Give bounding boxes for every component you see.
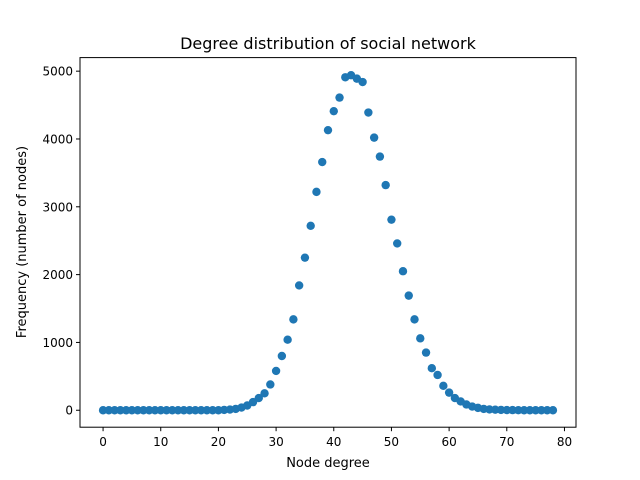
data-point — [427, 363, 437, 373]
data-point — [283, 335, 292, 344]
data-point — [260, 389, 269, 398]
data-point — [525, 406, 535, 415]
data-point — [300, 253, 310, 262]
x-tick-label: 50 — [384, 435, 399, 449]
data-point — [196, 406, 206, 415]
data-point — [150, 406, 160, 415]
data-point — [145, 406, 154, 415]
data-point — [433, 370, 442, 380]
data-point — [121, 406, 131, 415]
data-point — [104, 406, 114, 415]
data-point — [542, 406, 552, 415]
points-layer — [98, 71, 558, 415]
data-point — [289, 315, 298, 324]
data-point — [185, 406, 194, 415]
x-tick-label: 80 — [557, 435, 572, 449]
data-point — [318, 157, 327, 167]
data-point — [271, 366, 281, 376]
y-tick-label: 1000 — [42, 336, 73, 350]
data-point — [110, 406, 119, 415]
data-point — [306, 221, 315, 230]
data-point — [208, 406, 217, 415]
x-axis-label: Node degree — [286, 456, 370, 471]
y-tick-label: 5000 — [42, 65, 73, 79]
data-point — [179, 406, 189, 415]
data-point — [387, 215, 396, 224]
data-point — [323, 125, 333, 135]
data-point — [444, 388, 454, 397]
y-axis-label: Frequency (number of nodes) — [15, 146, 30, 338]
x-tick-label: 20 — [211, 435, 226, 449]
data-point — [173, 406, 183, 415]
data-point — [191, 406, 200, 415]
x-tick-label: 30 — [268, 435, 283, 449]
data-point — [410, 315, 419, 324]
data-point — [156, 406, 165, 415]
data-point — [381, 180, 390, 190]
x-tick-label: 10 — [153, 435, 168, 449]
data-point — [375, 152, 385, 161]
x-tick-label: 0 — [99, 435, 107, 449]
data-point — [335, 93, 344, 102]
data-point — [277, 351, 287, 361]
chart-title: Degree distribution of social network — [180, 34, 477, 53]
data-point — [168, 406, 177, 415]
x-tick-label: 70 — [499, 435, 514, 449]
data-point — [329, 106, 338, 116]
data-point — [202, 406, 212, 415]
y-tick-label: 4000 — [42, 132, 73, 146]
data-point — [254, 393, 263, 403]
data-point — [421, 348, 431, 357]
data-point — [358, 77, 367, 87]
data-point — [139, 406, 148, 415]
y-tick-label: 2000 — [42, 268, 73, 282]
plot-frame — [79, 57, 577, 428]
x-tick-label: 40 — [326, 435, 341, 449]
data-point — [294, 281, 304, 290]
data-point — [404, 291, 413, 300]
data-point — [369, 133, 379, 142]
data-point — [266, 380, 275, 389]
x-tick-label: 60 — [441, 435, 456, 449]
data-point — [548, 406, 558, 415]
data-point — [312, 187, 321, 197]
data-point — [531, 406, 540, 415]
data-point — [519, 406, 529, 415]
data-point — [393, 239, 402, 248]
data-point — [133, 406, 142, 415]
data-point — [116, 406, 125, 415]
data-point — [364, 108, 373, 117]
y-tick-label: 0 — [65, 404, 73, 418]
data-point — [537, 406, 546, 415]
data-point — [416, 334, 425, 343]
tick-layer: 0 10 20 30 40 50 60 70 80 0 1000 2000 3000 4000 5000 — [42, 65, 572, 450]
data-point — [398, 267, 408, 276]
data-point — [439, 381, 448, 391]
y-tick-label: 3000 — [42, 200, 73, 214]
data-point — [98, 406, 108, 415]
data-point — [127, 406, 137, 415]
data-point — [162, 406, 171, 415]
